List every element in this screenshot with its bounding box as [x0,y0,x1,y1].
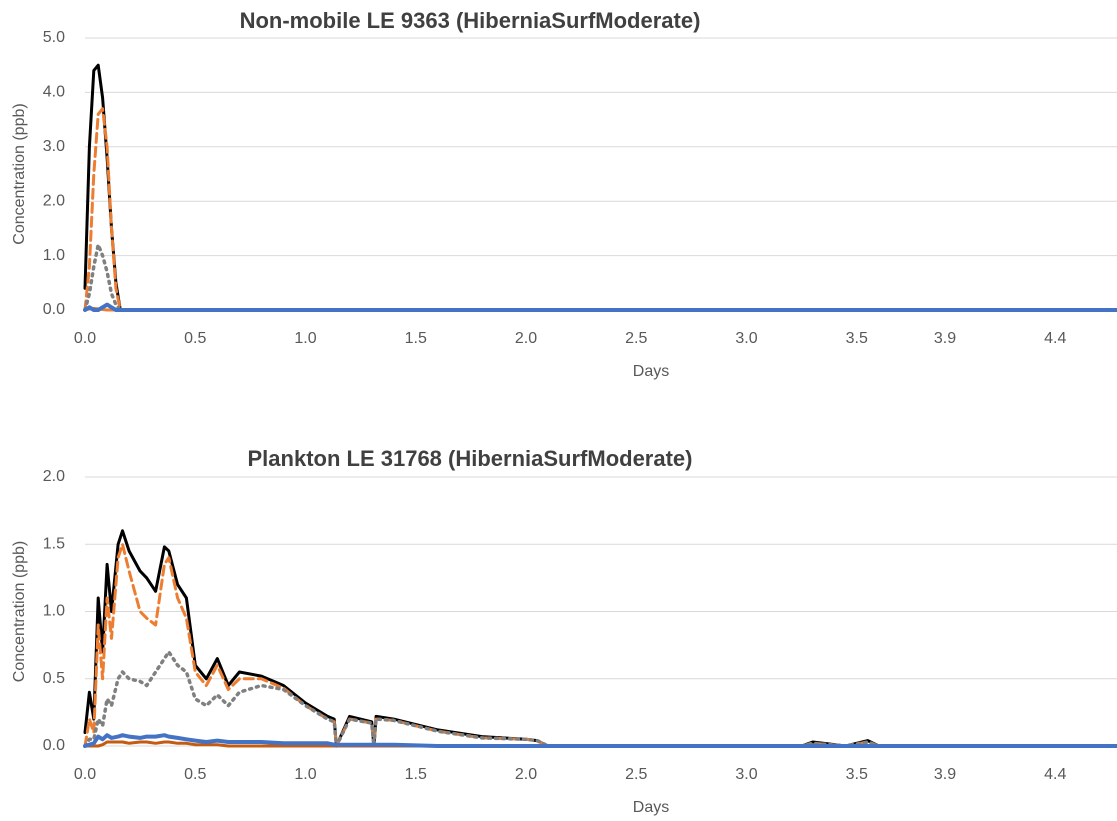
y-tick-label: 1.0 [43,603,65,620]
x-tick-label: 1.5 [405,330,427,347]
x-tick-label: 2.0 [515,766,537,783]
y-tick-label: 0.0 [43,737,65,754]
y-axis-label: Concentration (ppb) [11,541,28,682]
y-axis-label: Concentration (ppb) [11,103,28,244]
data-line [83,650,1117,748]
x-tick-label: 4.4 [1044,766,1066,783]
x-tick-label: 3.9 [934,766,956,783]
x-tick-label: 3.9 [934,330,956,347]
chart: Non-mobile LE 9363 (HiberniaSurfModerate… [11,8,1117,380]
x-tick-label: 1.0 [294,766,316,783]
x-tick-label: 2.0 [515,330,537,347]
y-tick-label: 5.0 [43,29,65,46]
x-tick-label: 0.0 [74,766,96,783]
y-tick-label: 2.0 [43,468,65,485]
x-tick-label: 2.5 [625,766,647,783]
x-tick-label: 3.0 [735,766,757,783]
x-tick-label: 0.0 [74,330,96,347]
data-line [83,242,1117,312]
x-tick-label: 2.5 [625,330,647,347]
x-tick-label: 3.5 [846,330,868,347]
data-line [83,529,1117,748]
x-tick-label: 0.5 [184,766,206,783]
data-line [83,733,1117,748]
data-line [83,63,1117,312]
y-tick-label: 1.0 [43,247,65,264]
chart-title: Non-mobile LE 9363 (HiberniaSurfModerate… [240,8,701,33]
chart-title: Plankton LE 31768 (HiberniaSurfModerate) [248,446,693,471]
x-tick-label: 3.5 [846,766,868,783]
y-tick-label: 2.0 [43,192,65,209]
x-tick-label: 1.5 [405,766,427,783]
chart: Plankton LE 31768 (HiberniaSurfModerate)… [11,446,1117,816]
data-line [83,542,1117,748]
y-tick-label: 1.5 [43,535,65,552]
data-line [83,302,1117,312]
x-tick-label: 0.5 [184,330,206,347]
y-tick-label: 4.0 [43,84,65,101]
y-tick-label: 3.0 [43,138,65,155]
data-line [83,107,1117,312]
y-tick-label: 0.0 [43,301,65,318]
x-tick-label: 1.0 [294,330,316,347]
x-tick-label: 4.4 [1044,330,1066,347]
x-axis-label: Days [633,799,669,816]
y-tick-label: 0.5 [43,670,65,687]
x-tick-label: 3.0 [735,330,757,347]
x-axis-label: Days [633,363,669,380]
